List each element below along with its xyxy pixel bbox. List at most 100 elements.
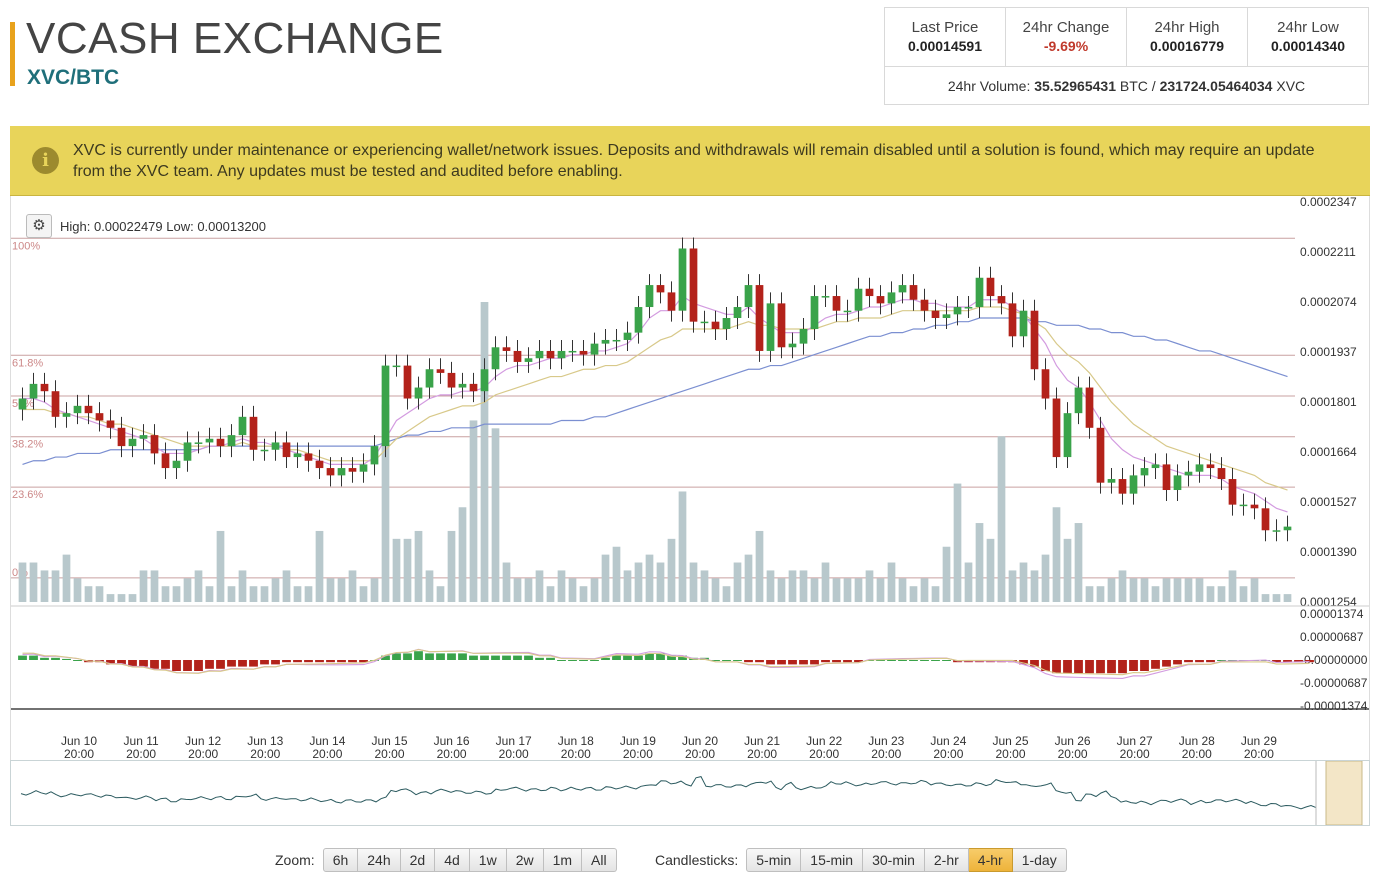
candle-body <box>1019 310 1028 337</box>
x-axis-date-label: Jun 21 <box>744 734 780 748</box>
macd-bar <box>788 660 797 665</box>
zoom-button-1m[interactable]: 1m <box>543 848 583 872</box>
zoom-button-4d[interactable]: 4d <box>435 848 470 872</box>
candle-button-5-min[interactable]: 5-min <box>746 848 802 872</box>
x-axis-date-label: Jun 17 <box>496 734 532 748</box>
macd-bar <box>18 655 27 660</box>
candle-body <box>579 350 588 355</box>
volume-bar <box>128 594 137 602</box>
volume-bar <box>832 578 841 602</box>
x-axis-time-label: 20:00 <box>499 747 529 761</box>
macd-bar <box>315 660 324 663</box>
candle-body <box>722 318 731 329</box>
volume-bar <box>491 428 500 602</box>
macd-bar <box>106 660 115 665</box>
volume-bar <box>546 586 555 602</box>
candle-body <box>282 442 291 458</box>
zoom-button-2w[interactable]: 2w <box>506 848 544 872</box>
macd-bar <box>854 660 863 663</box>
candle-body <box>458 383 467 388</box>
candle-button-2-hr[interactable]: 2-hr <box>924 848 969 872</box>
volume-bar <box>1041 554 1050 602</box>
macd-axis-label: 0.00000687 <box>1300 630 1364 644</box>
volume-bar <box>909 586 918 602</box>
macd-bar <box>579 660 588 661</box>
macd-bar <box>810 660 819 665</box>
price-chart[interactable]: 0.0002347 0.0002211 0.0002074 0.0001937 0.00… <box>10 195 1370 761</box>
zoom-button-1w[interactable]: 1w <box>469 848 507 872</box>
zoom-button-all[interactable]: All <box>582 848 617 872</box>
volume-bar <box>51 570 60 602</box>
volume-bar <box>249 586 258 602</box>
candle-button-15-min[interactable]: 15-min <box>801 848 864 872</box>
macd-bar <box>249 660 258 667</box>
candle-body <box>854 288 863 311</box>
x-axis-date-label: Jun 11 <box>124 734 159 748</box>
candle-button-4-hr[interactable]: 4-hr <box>968 848 1013 872</box>
x-axis-time-label: 20:00 <box>250 747 280 761</box>
macd-bar <box>1063 660 1072 674</box>
x-axis-date-label: Jun 13 <box>247 734 283 748</box>
volume-bar <box>117 594 126 602</box>
x-axis-time-label: 20:00 <box>933 747 963 761</box>
macd-bar <box>271 660 280 665</box>
candle-body <box>128 438 137 447</box>
x-axis-time-label: 20:00 <box>374 747 404 761</box>
zoom-group: Zoom: 6h 24h 2d 4d 1w 2w 1m All <box>275 848 617 872</box>
candle-body <box>370 446 379 465</box>
candle-body <box>546 350 555 359</box>
zoom-button-2d[interactable]: 2d <box>400 848 436 872</box>
candle-button-1-day[interactable]: 1-day <box>1012 848 1067 872</box>
volume-bar <box>447 530 456 602</box>
volume-bar <box>1173 578 1182 602</box>
macd-bar <box>40 657 49 660</box>
volume-bar <box>612 546 621 602</box>
brand-accent-bar <box>10 22 15 86</box>
macd-bar <box>821 660 830 663</box>
macd-bar <box>458 653 467 660</box>
candle-body <box>887 292 896 304</box>
macd-bar <box>29 655 38 660</box>
zoom-button-24h[interactable]: 24h <box>358 848 401 872</box>
candle-body <box>1008 303 1017 337</box>
candle-body <box>194 442 203 444</box>
candle-body <box>216 438 225 447</box>
candlesticks-label: Candlesticks: <box>655 852 739 868</box>
candle-body <box>678 248 687 311</box>
candle-button-30-min[interactable]: 30-min <box>863 848 925 872</box>
x-axis-date-label: Jun 20 <box>682 734 718 748</box>
gear-icon[interactable]: ⚙ <box>26 214 52 238</box>
candle-body <box>832 296 841 311</box>
volume-bar <box>810 578 819 602</box>
macd-bar <box>260 660 269 665</box>
macd-bar <box>1162 660 1171 667</box>
candle-body <box>51 391 60 417</box>
zoom-buttons: 6h 24h 2d 4d 1w 2w 1m All <box>322 848 617 872</box>
macd-bar <box>337 660 346 663</box>
candle-body <box>931 310 940 319</box>
candle-body <box>524 358 533 362</box>
candle-body <box>1184 471 1193 476</box>
macd-bar <box>1107 660 1116 674</box>
macd-bar <box>590 660 599 661</box>
navigator-svg[interactable] <box>11 760 1369 826</box>
price-axis-label: 0.0002347 <box>1300 196 1357 209</box>
macd-bar <box>1184 660 1193 663</box>
x-axis-time-label: 20:00 <box>1244 747 1274 761</box>
candle-body <box>689 248 698 322</box>
range-navigator[interactable] <box>10 760 1370 826</box>
candle-body <box>73 405 82 414</box>
candle-body <box>183 442 192 461</box>
price-chart-svg[interactable]: 0.0002347 0.0002211 0.0002074 0.0001937 0.00… <box>11 195 1369 761</box>
candle-body <box>348 468 357 472</box>
zoom-button-6h[interactable]: 6h <box>322 848 359 872</box>
volume-bar <box>755 530 764 602</box>
macd-bar <box>909 660 918 661</box>
volume-bar <box>282 570 291 602</box>
candle-body <box>139 435 148 439</box>
macd-bar <box>1195 660 1204 663</box>
macd-bar <box>205 660 214 669</box>
volume-bar <box>843 578 852 602</box>
volume-bar <box>876 578 885 602</box>
info-icon: i <box>32 147 59 174</box>
